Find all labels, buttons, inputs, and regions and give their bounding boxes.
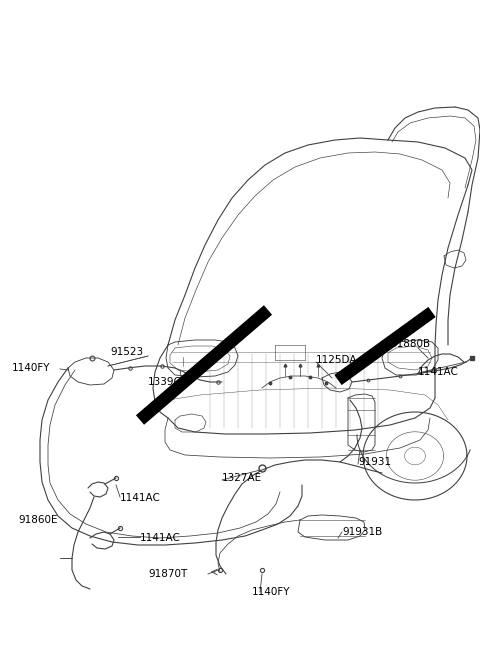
Text: 1125DA: 1125DA (316, 355, 358, 365)
Text: 1140FY: 1140FY (12, 363, 50, 373)
Text: 91931B: 91931B (342, 527, 382, 537)
Text: 91870T: 91870T (148, 569, 187, 579)
Text: 91931: 91931 (358, 457, 391, 467)
Text: 91880B: 91880B (390, 339, 430, 349)
Text: 91860E: 91860E (18, 515, 58, 525)
Text: 1141AC: 1141AC (120, 493, 161, 503)
Text: 1140FY: 1140FY (252, 587, 290, 597)
Text: 1327AE: 1327AE (222, 473, 262, 483)
Text: 1339CD: 1339CD (148, 377, 190, 387)
Text: 91523: 91523 (110, 347, 143, 357)
Text: 1141AC: 1141AC (418, 367, 459, 377)
Text: 1141AC: 1141AC (140, 533, 181, 543)
